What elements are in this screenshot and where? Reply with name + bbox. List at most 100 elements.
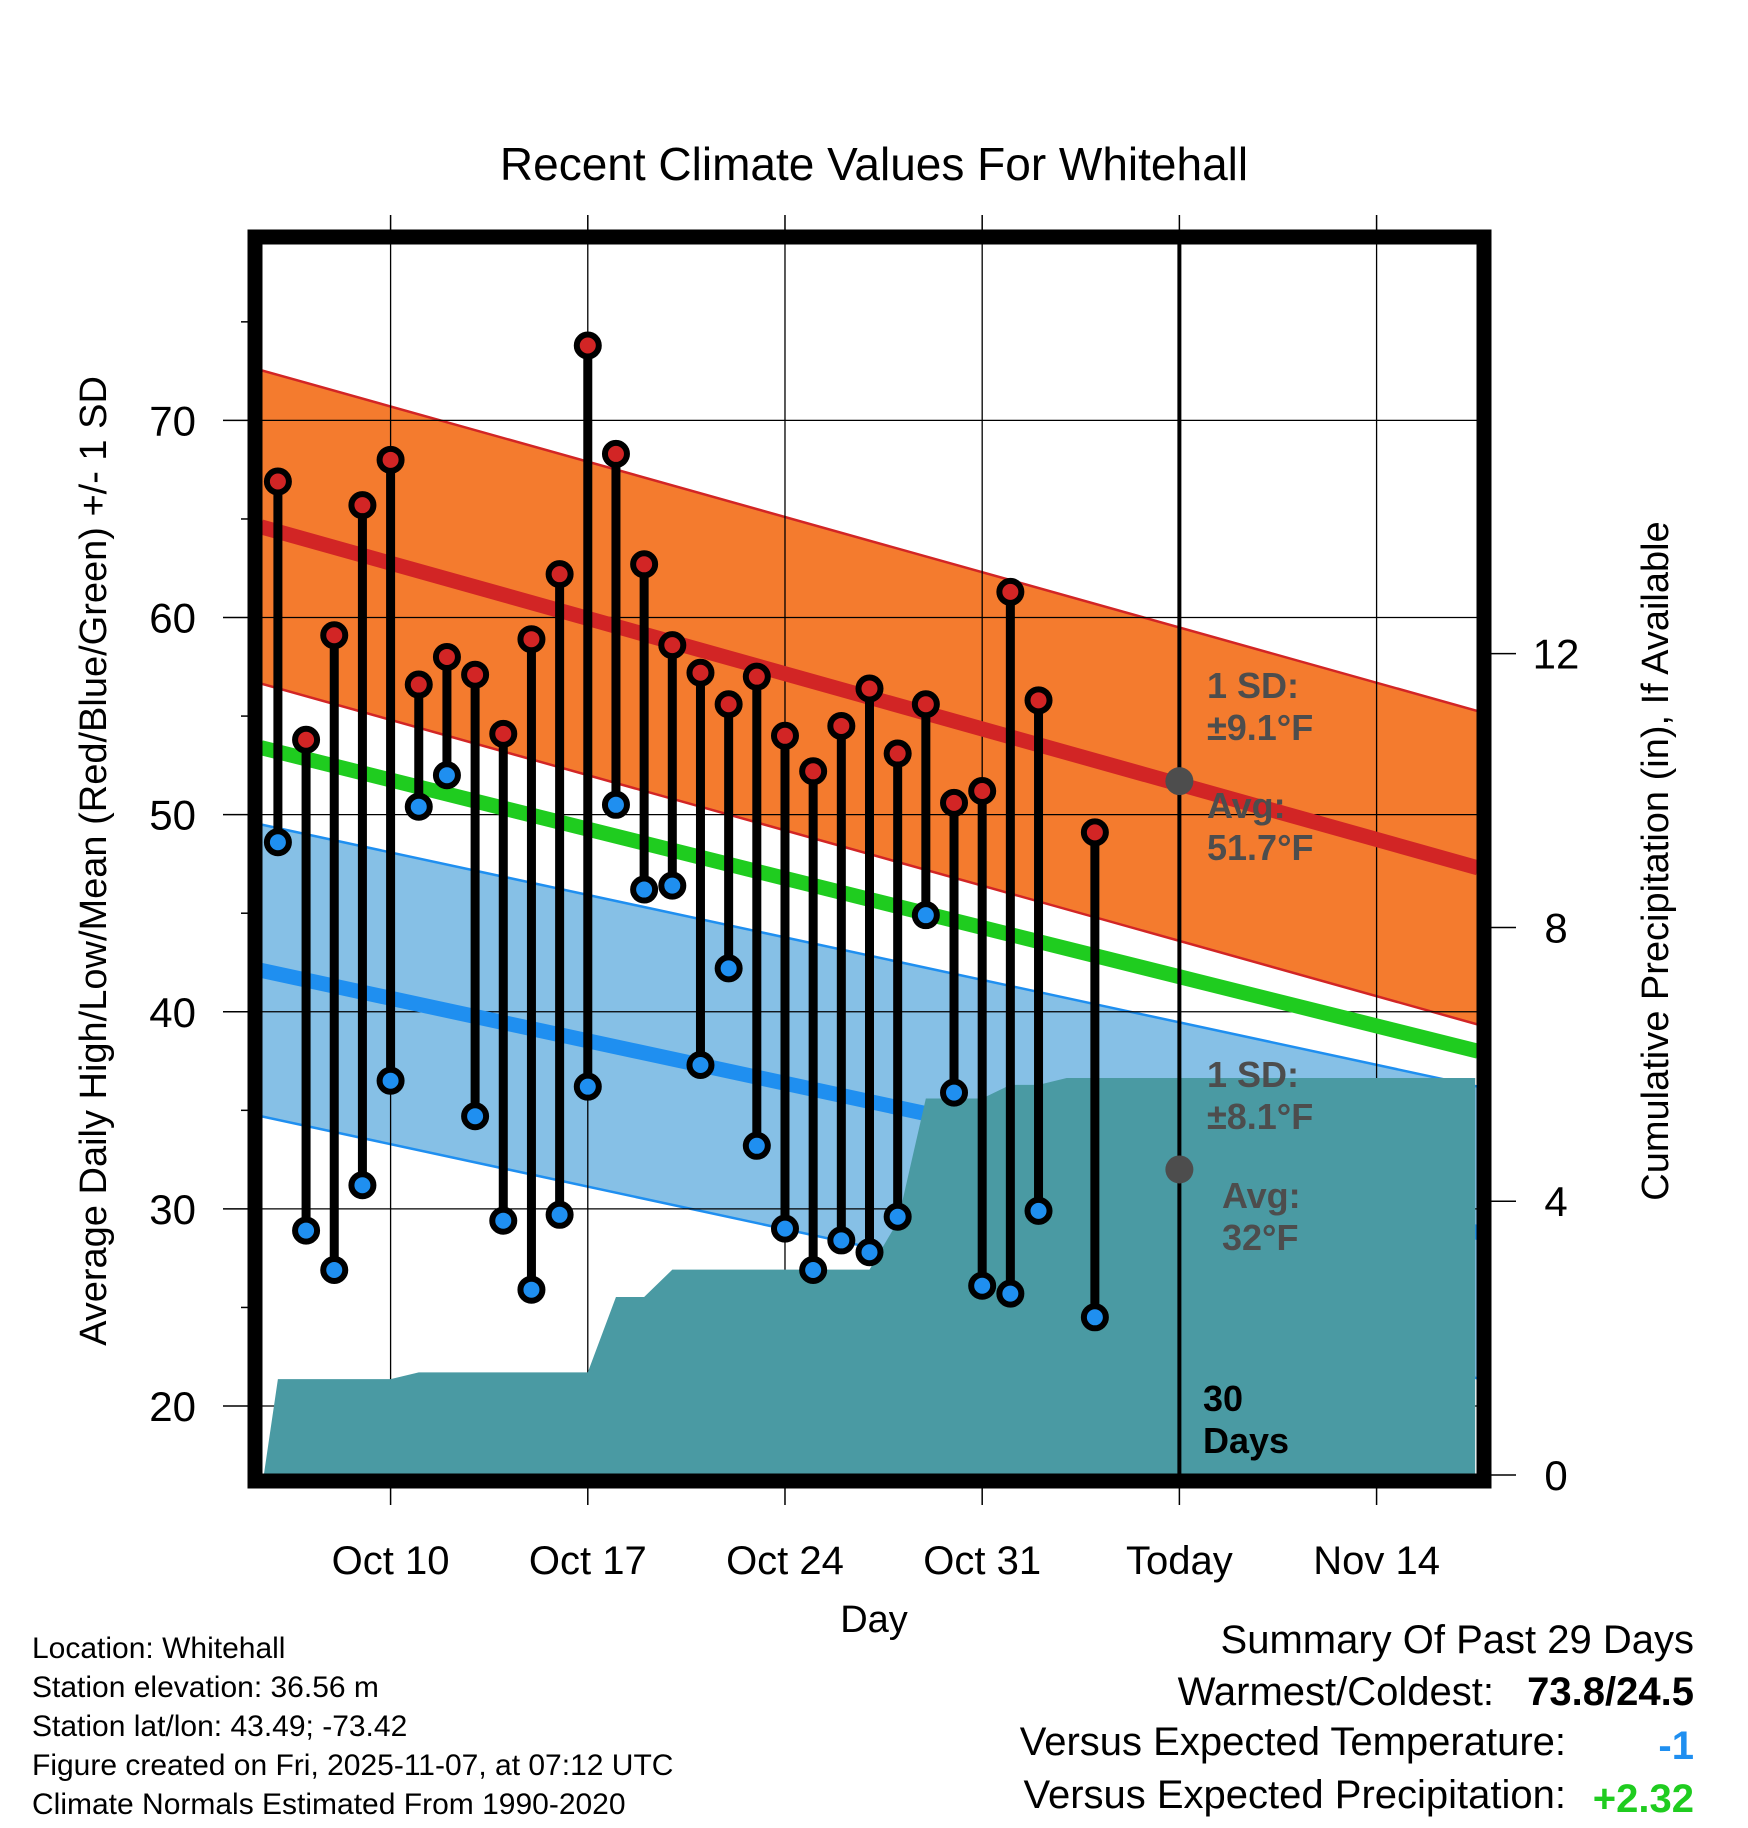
low-avg-label: Avg:: [1222, 1175, 1301, 1216]
summary-temp-value: -1: [1658, 1724, 1694, 1768]
high-avg-label: Avg:: [1207, 785, 1286, 826]
daily-high-point: [911, 690, 940, 719]
daily-high-point: [827, 711, 856, 740]
daily-high-point: [742, 662, 771, 691]
daily-high-point: [686, 658, 715, 687]
y-left-tick-label: 40: [149, 989, 196, 1036]
daily-low-point: [968, 1271, 997, 1300]
y-right-tick-label: 12: [1533, 631, 1580, 678]
low-sd-value: ±8.1°F: [1207, 1096, 1313, 1137]
daily-low-point: [855, 1238, 884, 1267]
summary-precip-value: +2.32: [1592, 1777, 1694, 1821]
daily-low-point: [940, 1078, 969, 1107]
daily-high-point: [348, 491, 377, 520]
x-axis-label: Day: [840, 1599, 908, 1641]
x-tick-label: Nov 14: [1313, 1539, 1440, 1583]
chart-title: Recent Climate Values For Whitehall: [500, 138, 1248, 190]
daily-low-point: [601, 790, 630, 819]
y-axis-left-label: Average Daily High/Low/Mean (Red/Blue/Gr…: [73, 376, 115, 1346]
daily-high-point: [799, 757, 828, 786]
daily-low-point: [292, 1216, 321, 1245]
daily-high-point: [968, 776, 997, 805]
info-normals: Climate Normals Estimated From 1990-2020: [32, 1788, 626, 1821]
axes: 20 30 40 50 60 70 0 4 8 12 Oct 10 Oct 17 Oct 24 Oct 3…: [149, 215, 1579, 1583]
info-created: Figure created on Fri, 2025-11-07, at 07…: [32, 1749, 674, 1782]
daily-high-point: [432, 642, 461, 671]
daily-high-point: [263, 467, 292, 496]
summary-temp-label: Versus Expected Temperature:: [1019, 1720, 1566, 1764]
info-latlon: Station lat/lon: 43.49; -73.42: [32, 1710, 408, 1743]
y-right-tick-label: 8: [1544, 904, 1567, 951]
summary-precip-label: Versus Expected Precipitation:: [1023, 1773, 1566, 1817]
y-left-tick-label: 30: [149, 1186, 196, 1233]
high-avg-marker: [1165, 767, 1194, 796]
info-location: Location: Whitehall: [32, 1632, 286, 1665]
x-tick-label: Oct 24: [726, 1539, 844, 1583]
daily-high-point: [940, 788, 969, 817]
y-left-tick-label: 60: [149, 595, 196, 642]
summary-title: Summary Of Past 29 Days: [1220, 1618, 1694, 1662]
y-left-tick-label: 70: [149, 397, 196, 444]
daily-high-point: [461, 660, 490, 689]
daily-low-point: [686, 1050, 715, 1079]
daily-high-point: [630, 550, 659, 579]
y-left-tick-label: 50: [149, 792, 196, 839]
daily-low-point: [883, 1202, 912, 1231]
daily-low-point: [996, 1279, 1025, 1308]
daily-low-point: [1080, 1303, 1109, 1332]
daily-low-point: [545, 1200, 574, 1229]
x-tick-label: Oct 31: [923, 1539, 1041, 1583]
high-sd-label: 1 SD:: [1207, 665, 1299, 706]
daily-low-point: [630, 875, 659, 904]
daily-low-point: [658, 871, 687, 900]
daily-high-point: [404, 670, 433, 699]
daily-high-point: [517, 625, 546, 654]
daily-low-point: [348, 1171, 377, 1200]
daily-high-point: [601, 439, 630, 468]
daily-low-point: [263, 828, 292, 857]
daily-low-point: [376, 1066, 405, 1095]
summary-warmest-value: 73.8/24.5: [1527, 1670, 1694, 1714]
daily-low-point: [404, 792, 433, 821]
daily-low-point: [461, 1102, 490, 1131]
daily-high-point: [658, 631, 687, 660]
daily-low-point: [1024, 1196, 1053, 1225]
daily-low-point: [489, 1206, 518, 1235]
daily-high-point: [376, 445, 405, 474]
daily-high-point: [1024, 686, 1053, 715]
y-right-tick-label: 4: [1544, 1178, 1567, 1225]
daily-high-point: [714, 690, 743, 719]
daily-low-point: [911, 901, 940, 930]
daily-high-point: [1080, 818, 1109, 847]
daily-high-point: [770, 721, 799, 750]
daily-low-point: [320, 1255, 349, 1284]
info-elevation: Station elevation: 36.56 m: [32, 1671, 379, 1704]
y-left-tick-label: 20: [149, 1383, 196, 1430]
daily-high-point: [545, 560, 574, 589]
y-right-tick-label: 0: [1544, 1452, 1567, 1499]
plot-frame: [247, 229, 1492, 1489]
daily-high-point: [489, 719, 518, 748]
daily-low-point: [432, 761, 461, 790]
y-axis-right-label: Cumulative Precipitation (in), If Availa…: [1635, 521, 1677, 1200]
daily-low-point: [573, 1072, 602, 1101]
daily-low-point: [770, 1214, 799, 1243]
x-tick-label: Oct 10: [332, 1539, 450, 1583]
days-label: Days: [1203, 1420, 1289, 1461]
daily-high-point: [996, 577, 1025, 606]
daily-high-point: [883, 739, 912, 768]
daily-low-point: [714, 954, 743, 983]
daily-high-point: [320, 621, 349, 650]
daily-low-point: [742, 1131, 771, 1160]
daily-high-point: [292, 725, 321, 754]
high-sd-value: ±9.1°F: [1207, 707, 1313, 748]
low-sd-label: 1 SD:: [1207, 1054, 1299, 1095]
daily-low-point: [799, 1255, 828, 1284]
low-avg-value: 32°F: [1222, 1217, 1298, 1258]
x-tick-label: Oct 17: [529, 1539, 647, 1583]
summary-warmest-label: Warmest/Coldest:: [1177, 1670, 1494, 1714]
high-avg-value: 51.7°F: [1207, 827, 1313, 868]
daily-high-point: [855, 674, 884, 703]
daily-low-point: [827, 1226, 856, 1255]
